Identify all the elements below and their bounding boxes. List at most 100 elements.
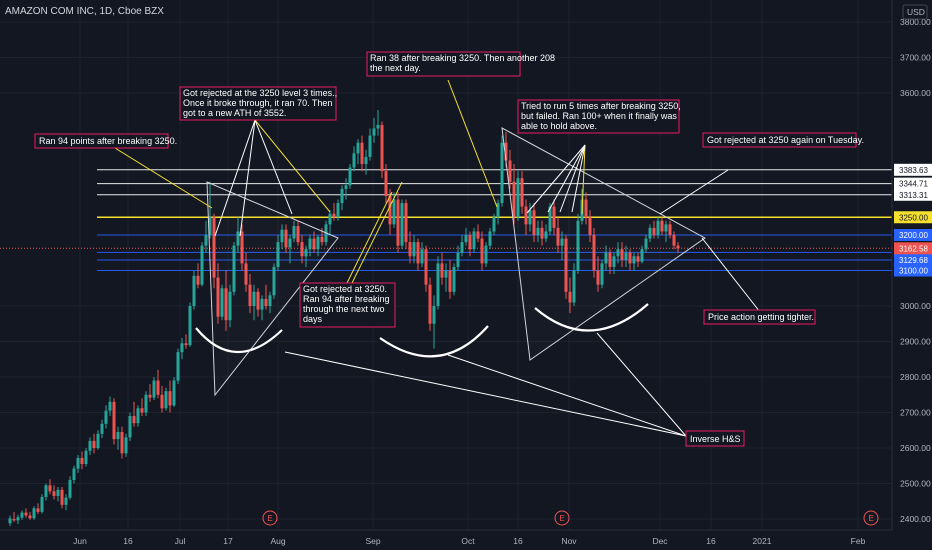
candle-body [380,124,384,172]
arc-head [379,325,489,358]
candle-body [576,220,580,271]
arc-shoulder-left [195,327,283,354]
price-axis[interactable]: 2400.00 2500.00 2600.00 2700.00 2800.00 2900.… [900,17,931,524]
candle-body [312,238,316,250]
svg-text:Got rejected at the 3250 level: Got rejected at the 3250 level 3 times.,… [183,88,340,118]
time-tick-label: Jul [175,536,186,546]
candle-body [488,231,492,246]
candle-body [288,238,292,248]
earnings-marker-label: E [267,514,272,523]
earnings-marker-circle [554,510,570,526]
candle-body [272,266,276,296]
annotation-rejected-tuesday[interactable]: Got rejected at 3250 again on Tuesday. [702,132,864,148]
candle-body [196,275,200,285]
candle-body [416,242,420,264]
candle-body [352,153,356,168]
price-tick-label: 3700.00 [900,53,931,63]
pointer-tuesday [659,169,729,215]
candle-body [332,213,336,218]
last-price-badge-label: 3162.58 [899,244,928,253]
time-tick-label: Aug [270,536,285,546]
annotation-price-tighter[interactable]: Price action getting tighter. [703,309,816,325]
candle-body [280,229,284,243]
candle-body [364,156,368,164]
candle-body [504,142,508,161]
candle-body [564,238,568,292]
candle-body [264,298,268,306]
candle-body [44,485,48,497]
time-axis[interactable]: Jun 16 Jul 17 Aug Sep Oct 16 Nov Dec 16 2021 Feb [73,536,865,546]
svg-text:Got rejected at 3250.: Got rejected at 3250. Ran 94 after break… [303,284,392,324]
annotation-rejected-ran-94[interactable]: Got rejected at 3250. Ran 94 after break… [299,282,396,328]
candle-body [96,433,100,448]
price-tick-label: 2500.00 [900,479,931,489]
annotation-line: Tried to run 5 times after breaking 3250… [521,101,681,111]
currency-badge[interactable]: USD [902,4,928,20]
candle-body [248,284,252,306]
candle-body [472,231,476,250]
candle-body [316,236,320,250]
time-tick-label: 16 [706,536,716,546]
candle-body [484,245,488,264]
candle-body [584,199,588,218]
candle-body [600,263,604,285]
candle-body [628,252,632,264]
candle-body [68,479,72,498]
annotation-ran-38[interactable]: Ran 38 after breaking 3250. Then another… [366,51,558,77]
triangle-oct-dec [501,127,706,361]
candle-body [552,206,556,228]
candle-body [204,235,208,246]
candle-body [664,224,668,232]
time-tick-label: Sep [365,536,380,546]
annotation-tried-5-times[interactable]: Tried to run 5 times after breaking 3250… [517,99,683,134]
currency-label: USD [907,7,925,17]
arc-shoulder-right [534,303,649,332]
pointer-rejected-3x-c [254,119,293,215]
candle-body [200,245,204,285]
annotation-line: the next day. [370,63,421,73]
candle-body [464,235,468,243]
candle-body [88,440,92,451]
annotation-ran-94[interactable]: Ran 94 points after breaking 3250. [34,133,177,149]
candle-body [100,423,104,434]
candle-body [40,496,44,512]
candle-body [344,185,348,189]
pointer-tried-5x-a [526,144,586,214]
candle-body [536,227,540,235]
candle-body [588,217,592,235]
candle-body [32,508,36,519]
candle-body [284,229,288,248]
pointer-rejected-3x-b [239,119,256,237]
candle-body [544,231,548,239]
time-tick-label: Oct [461,536,475,546]
annotation-rejected-3-times[interactable]: Got rejected at the 3250 level 3 times.,… [179,86,340,121]
svg-text:Ran 38 after breaking 3250. Th: Ran 38 after breaking 3250. Then another… [370,53,558,73]
candle-body [48,485,52,492]
earnings-marker-label: E [868,514,873,523]
candle-body [184,343,188,346]
price-level-badge [894,211,932,224]
last-price-badge [894,242,932,255]
candle-body [12,519,16,521]
time-tick-label: Feb [851,536,866,546]
time-tick-label: 16 [123,536,133,546]
candle-body [516,178,520,218]
price-badges: 3383.633344.713313.313250.003200.003150.… [894,163,932,277]
triangle-jul-aug [206,181,339,397]
price-level-badge [894,229,932,241]
candle-body [136,408,140,424]
candle-body [80,457,84,464]
candle-body [368,135,372,157]
price-tick-label: 2700.00 [900,408,931,418]
annotation-text: Got rejected at 3250 again on Tuesday. [707,135,864,145]
annotation-inverse-hs[interactable]: Inverse H&S [685,430,745,447]
candle-body [408,242,412,257]
price-tick-label: 2600.00 [900,443,931,453]
price-level-badge-label: 3250.00 [899,213,928,222]
candle-body [428,284,432,324]
candle-body [160,394,164,409]
candle-body [144,394,148,413]
candle-body [444,270,448,278]
